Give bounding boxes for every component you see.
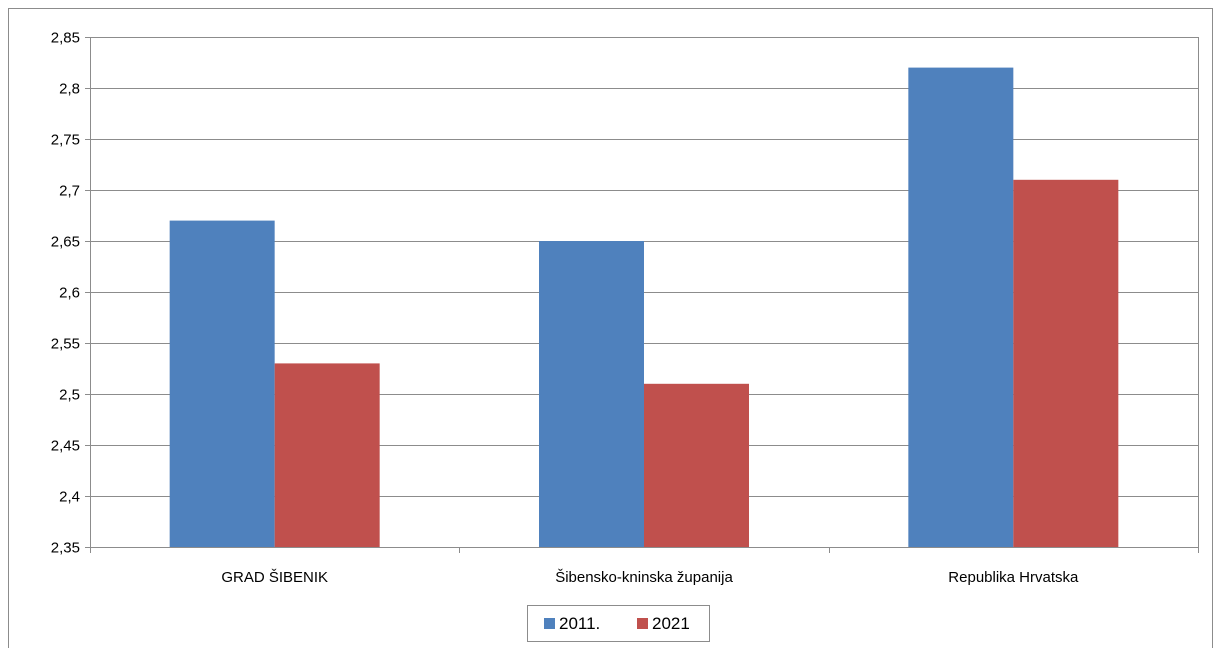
legend-swatch — [544, 618, 555, 629]
y-tick-label: 2,6 — [59, 285, 80, 302]
legend-label: 2011. — [559, 614, 600, 633]
y-tick-label: 2,75 — [51, 132, 80, 149]
bar-series2 — [644, 383, 749, 547]
bar-series1 — [539, 241, 644, 547]
x-tick-label: GRAD ŠIBENIK — [221, 569, 328, 586]
axes — [85, 37, 1199, 553]
y-tick-label: 2,7 — [59, 183, 80, 200]
y-tick-label: 2,45 — [51, 438, 80, 455]
y-tick-label: 2,85 — [51, 30, 80, 47]
y-tick-label: 2,35 — [51, 540, 80, 557]
x-tick-label: Republika Hrvatska — [948, 569, 1079, 586]
bar-series2 — [274, 363, 380, 547]
y-tick-label: 2,65 — [51, 234, 80, 251]
bar-series1 — [908, 67, 1014, 547]
y-tick-labels: 2,35 2,4 2,45 2,5 2,55 2,6 2,65 2,7 2,75 2,8 2,85 — [51, 30, 80, 557]
chart-frame — [8, 8, 1213, 648]
legend: 2011. 2021 — [527, 605, 710, 642]
y-tick-label: 2,5 — [59, 387, 80, 404]
bar-series2 — [1013, 179, 1119, 548]
legend-swatch — [637, 618, 648, 629]
legend-box — [527, 605, 710, 642]
y-tick-label: 2,55 — [51, 336, 80, 353]
bar-series1 — [169, 220, 275, 547]
x-tick-labels: GRAD ŠIBENIK Šibensko-kninska županija Rep… — [221, 569, 1079, 586]
y-tick-label: 2,8 — [59, 81, 80, 98]
bars — [169, 67, 1119, 548]
x-tick-label: Šibensko-kninska županija — [555, 569, 733, 586]
legend-label: 2021 — [652, 614, 690, 633]
y-tick-label: 2,4 — [59, 489, 80, 506]
